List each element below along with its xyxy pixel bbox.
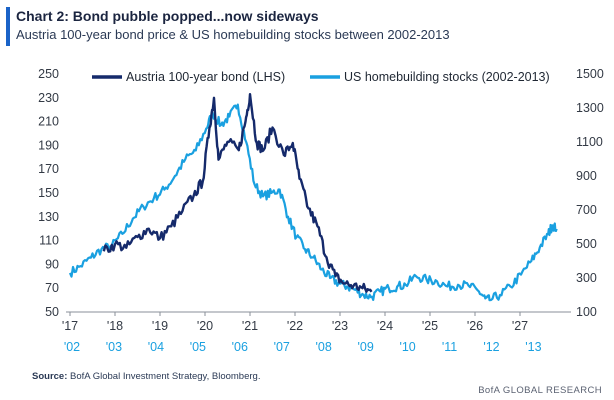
x-primary-tick-label: '27	[512, 319, 528, 333]
series-line-us-homebuilding	[68, 103, 558, 302]
y-left-tick-label: 190	[38, 138, 59, 152]
y-left-tick-label: 170	[38, 162, 59, 176]
x-primary-tick-label: '25	[422, 319, 438, 333]
x-secondary-tick-label: '04	[148, 340, 164, 354]
x-secondary-tick-label: '08	[316, 340, 332, 354]
y-right-tick-label: 500	[576, 237, 597, 251]
y-left-tick-label: 110	[39, 234, 59, 248]
x-secondary-tick-label: '13	[525, 340, 541, 354]
chart-title: Chart 2: Bond pubble popped...now sidewa…	[16, 8, 319, 24]
x-primary-tick-label: '23	[332, 319, 348, 333]
y-left-tick-label: 230	[38, 91, 59, 105]
source-note: Source: BofA Global Investment Strategy,…	[32, 371, 260, 382]
y-right-tick-label: 1300	[576, 101, 604, 115]
y-left-tick-label: 250	[38, 67, 59, 81]
x-primary-tick-label: '26	[467, 319, 483, 333]
source-label: Source:	[32, 371, 68, 382]
x-primary-tick-label: '17	[62, 319, 78, 333]
y-right-tick-label: 1100	[576, 135, 603, 149]
y-right-tick-label: 100	[576, 305, 597, 319]
title-accent-bar	[6, 7, 10, 46]
x-primary-tick-label: '20	[197, 319, 213, 333]
y-left-tick-label: 130	[38, 210, 59, 224]
y-right-tick-label: 700	[576, 203, 597, 217]
x-secondary-tick-label: '12	[483, 340, 499, 354]
y-right-tick-label: 900	[576, 169, 597, 183]
y-left-tick-label: 50	[45, 305, 59, 319]
x-secondary-tick-label: '09	[357, 340, 373, 354]
x-secondary-tick-label: '03	[106, 340, 122, 354]
source-text: BofA Global Investment Strategy, Bloombe…	[70, 371, 261, 382]
y-left-tick-label: 70	[45, 281, 59, 295]
chart-subtitle: Austria 100-year bond price & US homebui…	[16, 27, 450, 42]
x-primary-tick-label: '24	[377, 319, 393, 333]
x-primary-tick-label: '18	[107, 319, 123, 333]
x-secondary-tick-label: '06	[232, 340, 248, 354]
y-right-tick-label: 1500	[576, 67, 604, 81]
legend-label-us-homebuilding: US homebuilding stocks (2002-2013)	[344, 70, 550, 84]
brand-label: BofA GLOBAL RESEARCH	[478, 385, 602, 396]
legend-label-austria-bond: Austria 100-year bond (LHS)	[126, 70, 285, 84]
x-primary-tick-label: '22	[287, 319, 303, 333]
y-left-tick-label: 150	[38, 186, 59, 200]
x-primary-tick-label: '21	[242, 319, 258, 333]
x-secondary-tick-label: '11	[442, 340, 457, 354]
y-left-tick-label: 210	[38, 115, 59, 129]
y-left-tick-label: 90	[45, 257, 59, 271]
x-secondary-tick-label: '05	[190, 340, 206, 354]
x-secondary-tick-label: '10	[399, 340, 415, 354]
series-line-austria-bond	[102, 93, 373, 293]
x-secondary-tick-label: '07	[274, 340, 290, 354]
x-primary-tick-label: '19	[152, 319, 168, 333]
x-secondary-tick-label: '02	[64, 340, 80, 354]
y-right-tick-label: 300	[576, 271, 597, 285]
